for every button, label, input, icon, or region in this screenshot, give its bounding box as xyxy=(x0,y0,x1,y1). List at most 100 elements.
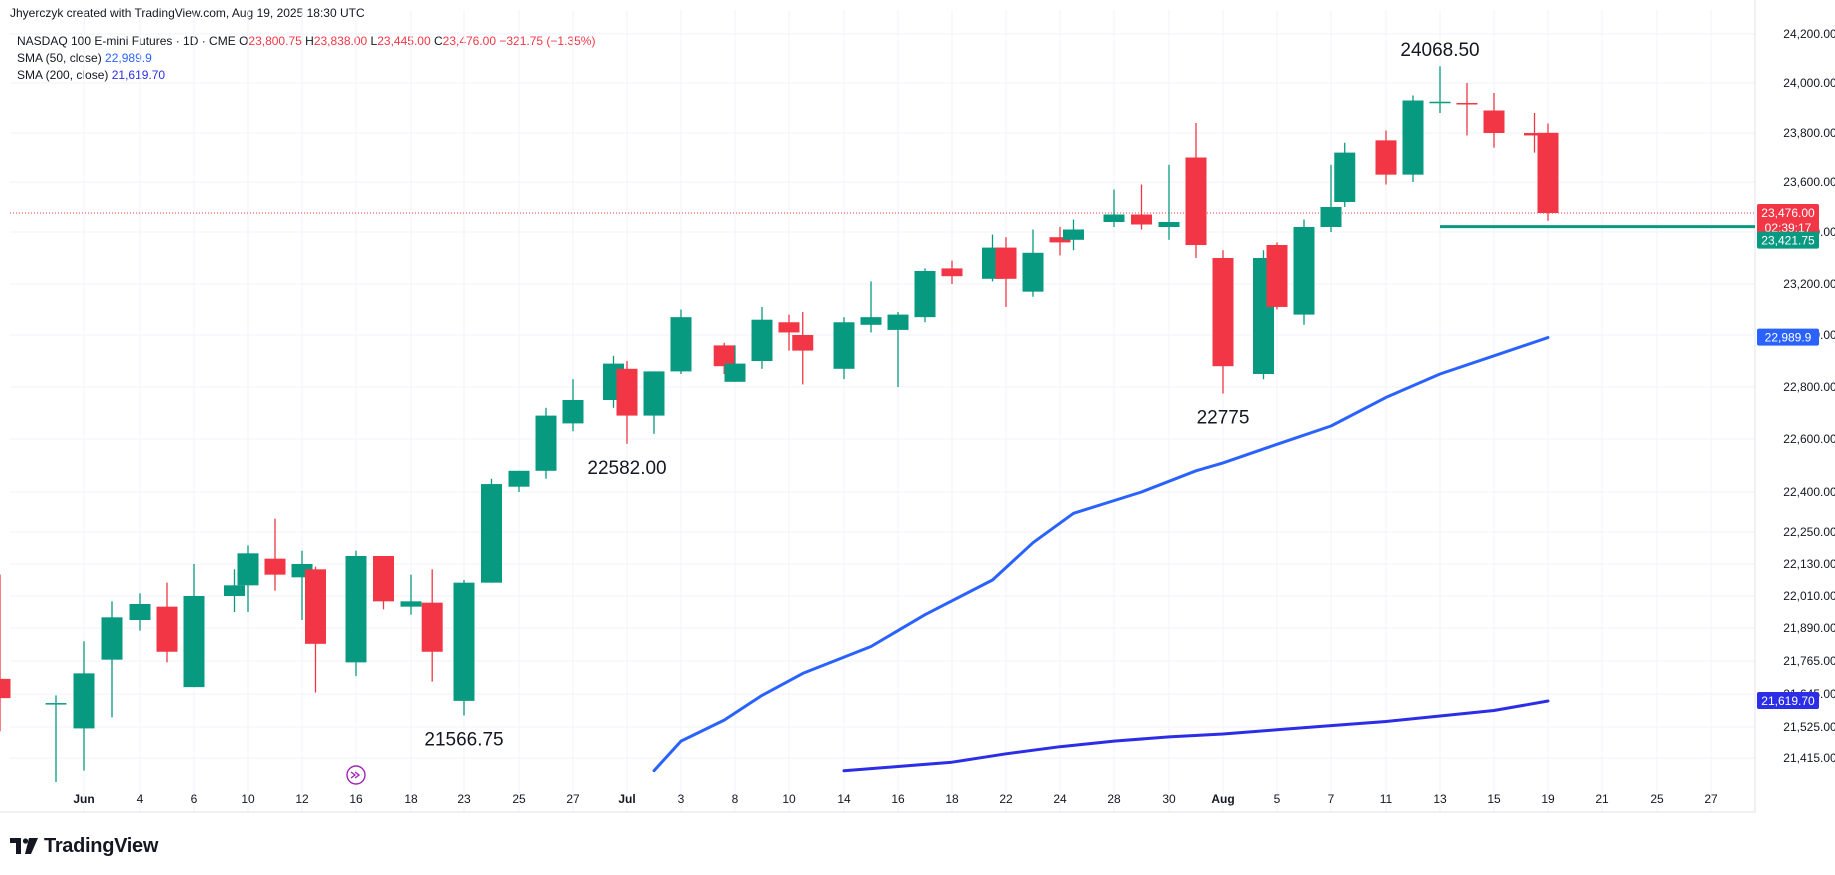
price-axis-label: 21,525.00 xyxy=(1783,720,1835,734)
candle-up[interactable] xyxy=(509,471,530,492)
candle-body xyxy=(888,315,909,330)
candle-up[interactable] xyxy=(46,695,67,782)
price-annotation[interactable]: 22582.00 xyxy=(587,458,666,479)
candle-down[interactable] xyxy=(1131,185,1152,230)
candle-up[interactable] xyxy=(888,312,909,387)
price-axis-label: 24,200.00 xyxy=(1783,27,1835,41)
time-axis-label: 12 xyxy=(295,792,309,806)
time-axis-label: 25 xyxy=(512,792,526,806)
candle-down[interactable] xyxy=(996,237,1017,307)
candle-up[interactable] xyxy=(834,317,855,379)
candle-body xyxy=(671,317,692,371)
candle-up[interactable] xyxy=(454,580,475,716)
candle-body xyxy=(1186,158,1207,246)
candle-up[interactable] xyxy=(1104,190,1125,228)
candle-up[interactable] xyxy=(401,575,422,615)
price-axis-label: 21,765.00 xyxy=(1783,654,1835,668)
price-axis-label: 22,400.00 xyxy=(1783,485,1835,499)
price-annotation[interactable]: 24068.50 xyxy=(1400,40,1479,61)
candle-body xyxy=(102,617,123,659)
candle-down[interactable] xyxy=(1538,124,1559,221)
candle-down[interactable] xyxy=(617,361,638,444)
candle-up[interactable] xyxy=(346,551,367,676)
candle-body xyxy=(157,607,178,652)
event-arrow-icon[interactable] xyxy=(347,766,365,784)
candle-down[interactable] xyxy=(1186,123,1207,258)
candle-body xyxy=(422,603,443,652)
candle-body xyxy=(373,556,394,601)
candle-down[interactable] xyxy=(1267,242,1288,309)
sma50-price-tag[interactable]: 22,989.9 xyxy=(1757,329,1819,346)
candle-body xyxy=(1321,207,1342,227)
candle-body xyxy=(1538,133,1559,213)
candle-body xyxy=(481,484,502,583)
candle-body xyxy=(305,569,326,644)
candle-body xyxy=(1023,253,1044,292)
candle-up[interactable] xyxy=(481,479,502,583)
candle-up[interactable] xyxy=(1334,143,1355,207)
candle-up[interactable] xyxy=(1294,220,1315,325)
candle-up[interactable] xyxy=(102,601,123,717)
candle-up[interactable] xyxy=(184,564,205,687)
price-annotation[interactable]: 22775 xyxy=(1197,408,1250,429)
sma200-price-tag[interactable]: 21,619.70 xyxy=(1757,692,1819,709)
time-axis-label: 11 xyxy=(1380,792,1393,806)
candle-body xyxy=(1430,102,1451,104)
time-axis-label: 18 xyxy=(945,792,959,806)
time-axis-label: 27 xyxy=(1704,792,1718,806)
time-axis-label: 5 xyxy=(1274,792,1281,806)
candle-body xyxy=(861,317,882,325)
candle-down[interactable] xyxy=(1457,83,1478,135)
candle-body xyxy=(1267,245,1288,307)
tradingview-logo[interactable]: TradingView xyxy=(10,834,158,858)
candle-body xyxy=(1294,227,1315,315)
candle-up[interactable] xyxy=(536,408,557,479)
candle-up[interactable] xyxy=(130,593,151,630)
candle-up[interactable] xyxy=(644,371,665,433)
candle-up[interactable] xyxy=(671,310,692,375)
candle-up[interactable] xyxy=(1430,66,1451,113)
candle-down[interactable] xyxy=(265,519,286,591)
support-price-tag[interactable]: 23,421.75 xyxy=(1757,232,1819,249)
time-axis-label: 18 xyxy=(404,792,418,806)
time-axis[interactable]: Jun 4 6 10 12 16 18 23 25 27 Jul 3 8 10 14 16 18 22 24 28 30… xyxy=(73,792,1718,806)
candle-up[interactable] xyxy=(752,307,773,369)
candle-down[interactable] xyxy=(373,556,394,609)
candle-up[interactable] xyxy=(861,281,882,332)
candle-body xyxy=(996,248,1017,279)
time-axis-label: 21 xyxy=(1595,792,1609,806)
price-annotation[interactable]: 21566.75 xyxy=(424,730,503,751)
time-axis-label: 22 xyxy=(999,792,1013,806)
candle-down[interactable] xyxy=(305,567,326,693)
candle-body xyxy=(1376,140,1397,174)
time-axis-label: 24 xyxy=(1053,792,1067,806)
candle-up[interactable] xyxy=(238,545,259,612)
candle-body xyxy=(792,335,813,351)
sma200-line xyxy=(844,701,1548,771)
candle-up[interactable] xyxy=(1063,220,1084,251)
candle-body xyxy=(834,322,855,369)
candle-down[interactable] xyxy=(0,575,11,732)
time-axis-label: 30 xyxy=(1162,792,1176,806)
candle-body xyxy=(0,679,11,698)
candle-body xyxy=(346,556,367,662)
price-axis[interactable]: 24,200.0024,000.0023,800.0023,600.0023,4… xyxy=(1783,27,1835,765)
candle-down[interactable] xyxy=(1376,131,1397,185)
candle-down[interactable] xyxy=(942,261,963,284)
time-axis-label: 16 xyxy=(349,792,363,806)
candle-body xyxy=(46,703,67,705)
candle-up[interactable] xyxy=(915,268,936,322)
candle-body xyxy=(714,345,735,366)
candle-down[interactable] xyxy=(422,569,443,681)
candle-down[interactable] xyxy=(1213,250,1234,393)
candles[interactable] xyxy=(0,66,1559,782)
sma50-line xyxy=(654,338,1548,771)
time-axis-label: 23 xyxy=(457,792,471,806)
candle-up[interactable] xyxy=(1159,165,1180,240)
candle-up[interactable] xyxy=(1023,230,1044,297)
candle-down[interactable] xyxy=(157,583,178,663)
candle-up[interactable] xyxy=(1403,96,1424,183)
candle-body xyxy=(184,596,205,687)
candle-down[interactable] xyxy=(1484,93,1505,148)
